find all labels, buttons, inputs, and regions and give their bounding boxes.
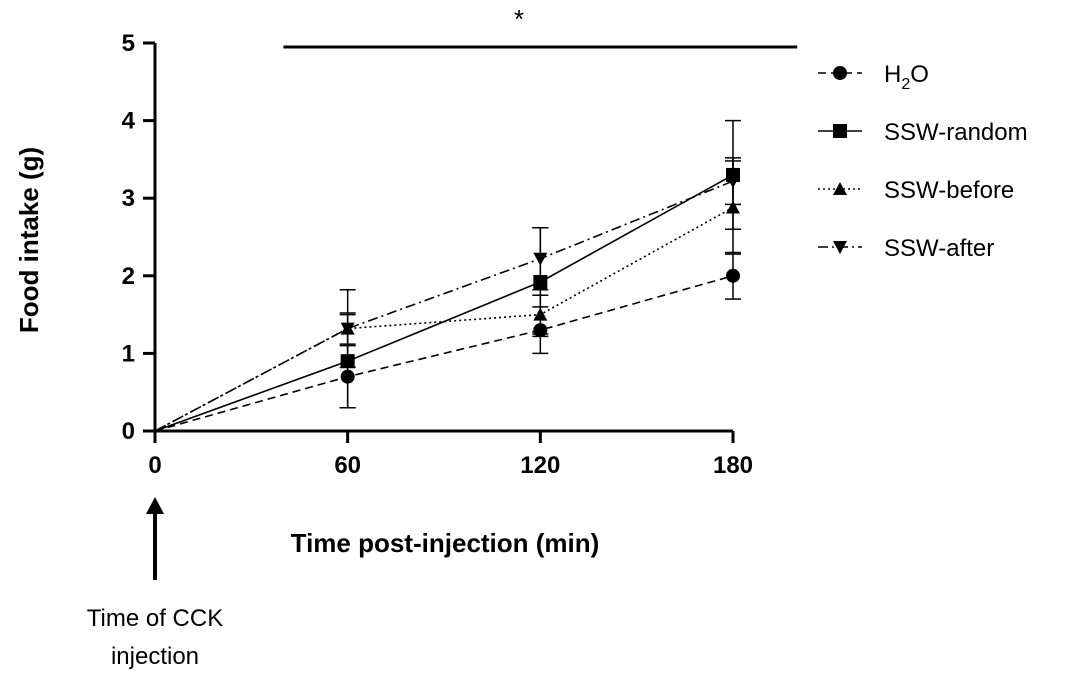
axes: 0 1 2 3 4 5 0 60 120 180: [122, 30, 753, 479]
x-tick-label-120: 120: [520, 452, 560, 479]
data-point-3-1: [340, 322, 355, 336]
x-tick-label-0: 0: [148, 452, 161, 479]
data-point-1-1: [340, 354, 355, 369]
data-point-2-3: [726, 200, 740, 214]
series-line-2: [154, 206, 734, 432]
series-line-3: [154, 180, 734, 432]
y-axis-title: Food intake (g): [14, 147, 44, 333]
x-axis-title: Time post-injection (min): [291, 528, 600, 558]
legend-label-0: H2O: [884, 61, 929, 93]
data-point-0-1: [340, 369, 355, 384]
series-line-0: [154, 275, 734, 432]
legend: H2O SSW-random SSW-before SSW-after: [818, 61, 1028, 262]
legend-marker-0: [833, 66, 847, 80]
legend-marker-2: [833, 182, 847, 195]
y-tick-label-2: 2: [122, 263, 135, 290]
data-point-2-2: [533, 307, 548, 321]
data-point-0-2: [533, 323, 548, 338]
y-tick-label-0: 0: [122, 418, 135, 445]
cck-note-line1: Time of CCK: [87, 605, 223, 632]
y-tick-label-1: 1: [122, 340, 135, 367]
series-markers: [340, 167, 740, 384]
legend-label-2: SSW-before: [884, 177, 1014, 204]
data-point-0-3: [726, 268, 740, 283]
significance-star: *: [514, 4, 524, 34]
legend-marker-3: [833, 241, 847, 254]
x-tick-label-180: 180: [713, 452, 753, 479]
data-point-1-2: [533, 275, 548, 290]
cck-injection-arrow: [146, 497, 164, 580]
legend-marker-1: [833, 124, 847, 138]
cck-note-line2: injection: [111, 643, 199, 670]
legend-label-1: SSW-random: [884, 119, 1028, 146]
y-tick-label-4: 4: [122, 108, 136, 135]
series-line-1: [154, 174, 734, 432]
data-point-3-2: [533, 252, 548, 266]
legend-label-3: SSW-after: [884, 235, 994, 262]
x-tick-label-60: 60: [334, 452, 361, 479]
y-tick-label-5: 5: [122, 30, 135, 57]
series-lines: [154, 174, 734, 432]
y-tick-label-3: 3: [122, 185, 135, 212]
data-point-3-3: [726, 175, 740, 189]
